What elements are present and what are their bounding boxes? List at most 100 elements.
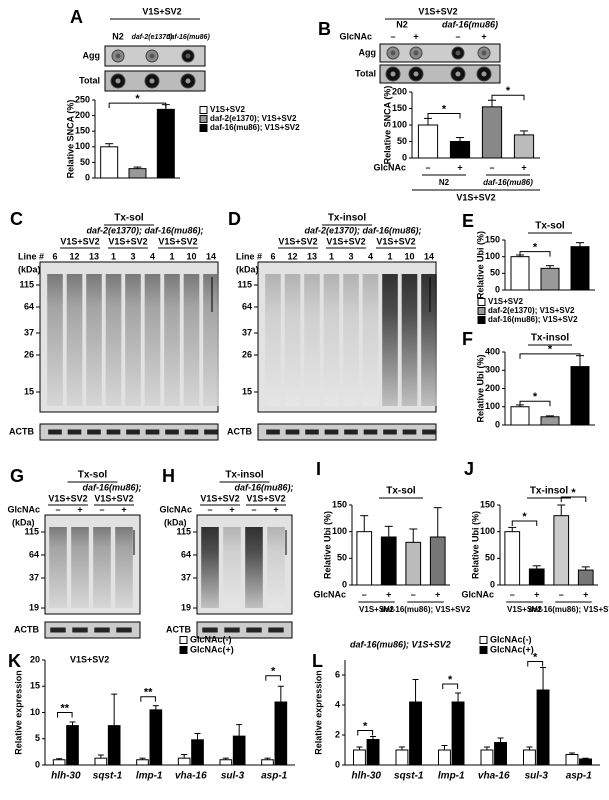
blot-dot-core xyxy=(149,53,155,59)
bar xyxy=(480,749,494,766)
y-tick-label: 50 xyxy=(337,553,347,563)
bar xyxy=(577,569,594,586)
actb-band xyxy=(48,429,62,435)
significance-bracket xyxy=(491,94,525,101)
y-tick-label: 150 xyxy=(392,103,407,113)
bar xyxy=(191,739,204,766)
panel-letter: B xyxy=(318,19,331,39)
x-tick-label: asp-1 xyxy=(566,771,593,782)
blot-row: Total xyxy=(79,75,100,85)
blot-lane: + xyxy=(77,504,82,514)
blot-lane-smear xyxy=(201,527,219,608)
significance-label: * xyxy=(548,344,553,356)
actb-band xyxy=(87,429,101,435)
blot-row-label: GlcNAc xyxy=(159,504,192,514)
y-tick-label: 50 xyxy=(490,268,500,278)
y-axis-label: Relative Ubi (%) xyxy=(322,511,332,579)
blot-lane: + xyxy=(413,31,418,41)
actb-band xyxy=(67,429,82,435)
x-tick-label: + xyxy=(386,589,391,599)
significance-bracket xyxy=(511,520,538,526)
actb-band xyxy=(224,627,240,633)
actb-band xyxy=(363,429,378,435)
blot-lane-smear xyxy=(421,274,437,406)
legend-swatch xyxy=(479,646,488,654)
blot-genotype: daf-2(e1370); daf-16(mu86); xyxy=(86,225,203,235)
blot-marker: 15 xyxy=(24,386,34,396)
bar xyxy=(565,754,579,766)
bar xyxy=(504,531,521,586)
x-axis-label: GlcNAc xyxy=(461,589,494,599)
panel-letter: E xyxy=(462,211,474,231)
blot-lane-smear xyxy=(362,274,379,406)
blot-marker: 64 xyxy=(181,549,191,559)
y-tick-label: 2 xyxy=(335,729,340,739)
bar xyxy=(356,531,373,586)
bar xyxy=(380,536,397,586)
x-tick-label: + xyxy=(521,162,526,172)
legend-label: daf-16(mu86); V1S+SV2 xyxy=(210,123,300,132)
blot-genotype: daf-16(mu86); xyxy=(234,482,293,492)
blot-title: Tx-sol xyxy=(78,470,108,481)
blot-row-label: Line # xyxy=(236,251,262,261)
y-axis-label: Relative expression xyxy=(313,670,323,755)
x-tick-label: lmp-1 xyxy=(136,771,163,782)
blot-group: V1S+SV2 xyxy=(278,236,317,246)
actb-band xyxy=(422,429,436,435)
blot-marker: 26 xyxy=(242,349,252,359)
significance-bracket xyxy=(527,661,544,667)
y-tick-label: 0 xyxy=(495,284,500,294)
blot-dot-core xyxy=(481,71,487,77)
actb-band xyxy=(126,429,140,435)
actb-band xyxy=(383,429,397,435)
legend-label: daf-2(e1370); V1S+SV2 xyxy=(210,114,297,123)
significance-label: ** xyxy=(144,687,153,699)
actb-band xyxy=(202,627,218,633)
y-tick-label: 15 xyxy=(30,681,40,691)
blot-unit: (kDa) xyxy=(12,517,35,527)
bar xyxy=(219,759,233,766)
actb-band xyxy=(72,627,88,633)
group-label: daf-16(mu86) xyxy=(483,178,533,187)
y-axis-label: Relative Ubi (%) xyxy=(475,231,485,299)
blot-lane-smear xyxy=(284,274,301,406)
blot-lane: 6 xyxy=(270,251,275,261)
blot-lane: 4 xyxy=(150,251,155,261)
y-tick-label: 0 xyxy=(335,759,340,769)
legend-label: daf-16(mu86); V1S+SV2 xyxy=(488,315,578,324)
blot-lane: – xyxy=(390,31,395,41)
legend-label: GlcNAc(-) xyxy=(190,634,232,644)
legend-swatch xyxy=(199,106,208,114)
y-tick-label: 50 xyxy=(485,553,495,563)
y-tick-label: 200 xyxy=(485,383,500,393)
bar xyxy=(149,709,163,766)
actb-band xyxy=(246,627,262,633)
blot-dot-core xyxy=(413,71,419,77)
blot-lane-smear xyxy=(115,527,133,608)
y-axis-label: Relative Ubi (%) xyxy=(475,354,485,422)
blot-lane: 12 xyxy=(287,251,297,261)
blot-marker: 26 xyxy=(24,349,34,359)
actb-band xyxy=(266,429,280,435)
x-tick-label: sqst-1 xyxy=(394,771,424,782)
actb-band xyxy=(285,429,300,435)
y-tick-label: 100 xyxy=(75,141,90,151)
blot-lane: 6 xyxy=(52,251,57,261)
significance-label: * xyxy=(533,242,538,254)
y-tick-label: 100 xyxy=(480,526,495,536)
legend-swatch xyxy=(199,115,208,123)
bar xyxy=(100,146,119,179)
blot-lane: + xyxy=(481,31,486,41)
blot-dot-core xyxy=(390,71,396,77)
blot-loading: ACTB xyxy=(14,624,39,634)
bar xyxy=(136,759,149,766)
y-tick-label: 10 xyxy=(30,707,40,717)
blot-marker: 64 xyxy=(24,301,34,311)
y-tick-label: 150 xyxy=(480,499,495,509)
y-tick-label: 20 xyxy=(30,654,40,664)
x-tick-label: asp-1 xyxy=(261,771,288,782)
blot-lane: – xyxy=(99,504,104,514)
blot-lane: + xyxy=(121,504,126,514)
y-axis-label: Relative Ubi (%) xyxy=(470,511,480,579)
bar xyxy=(570,366,590,426)
